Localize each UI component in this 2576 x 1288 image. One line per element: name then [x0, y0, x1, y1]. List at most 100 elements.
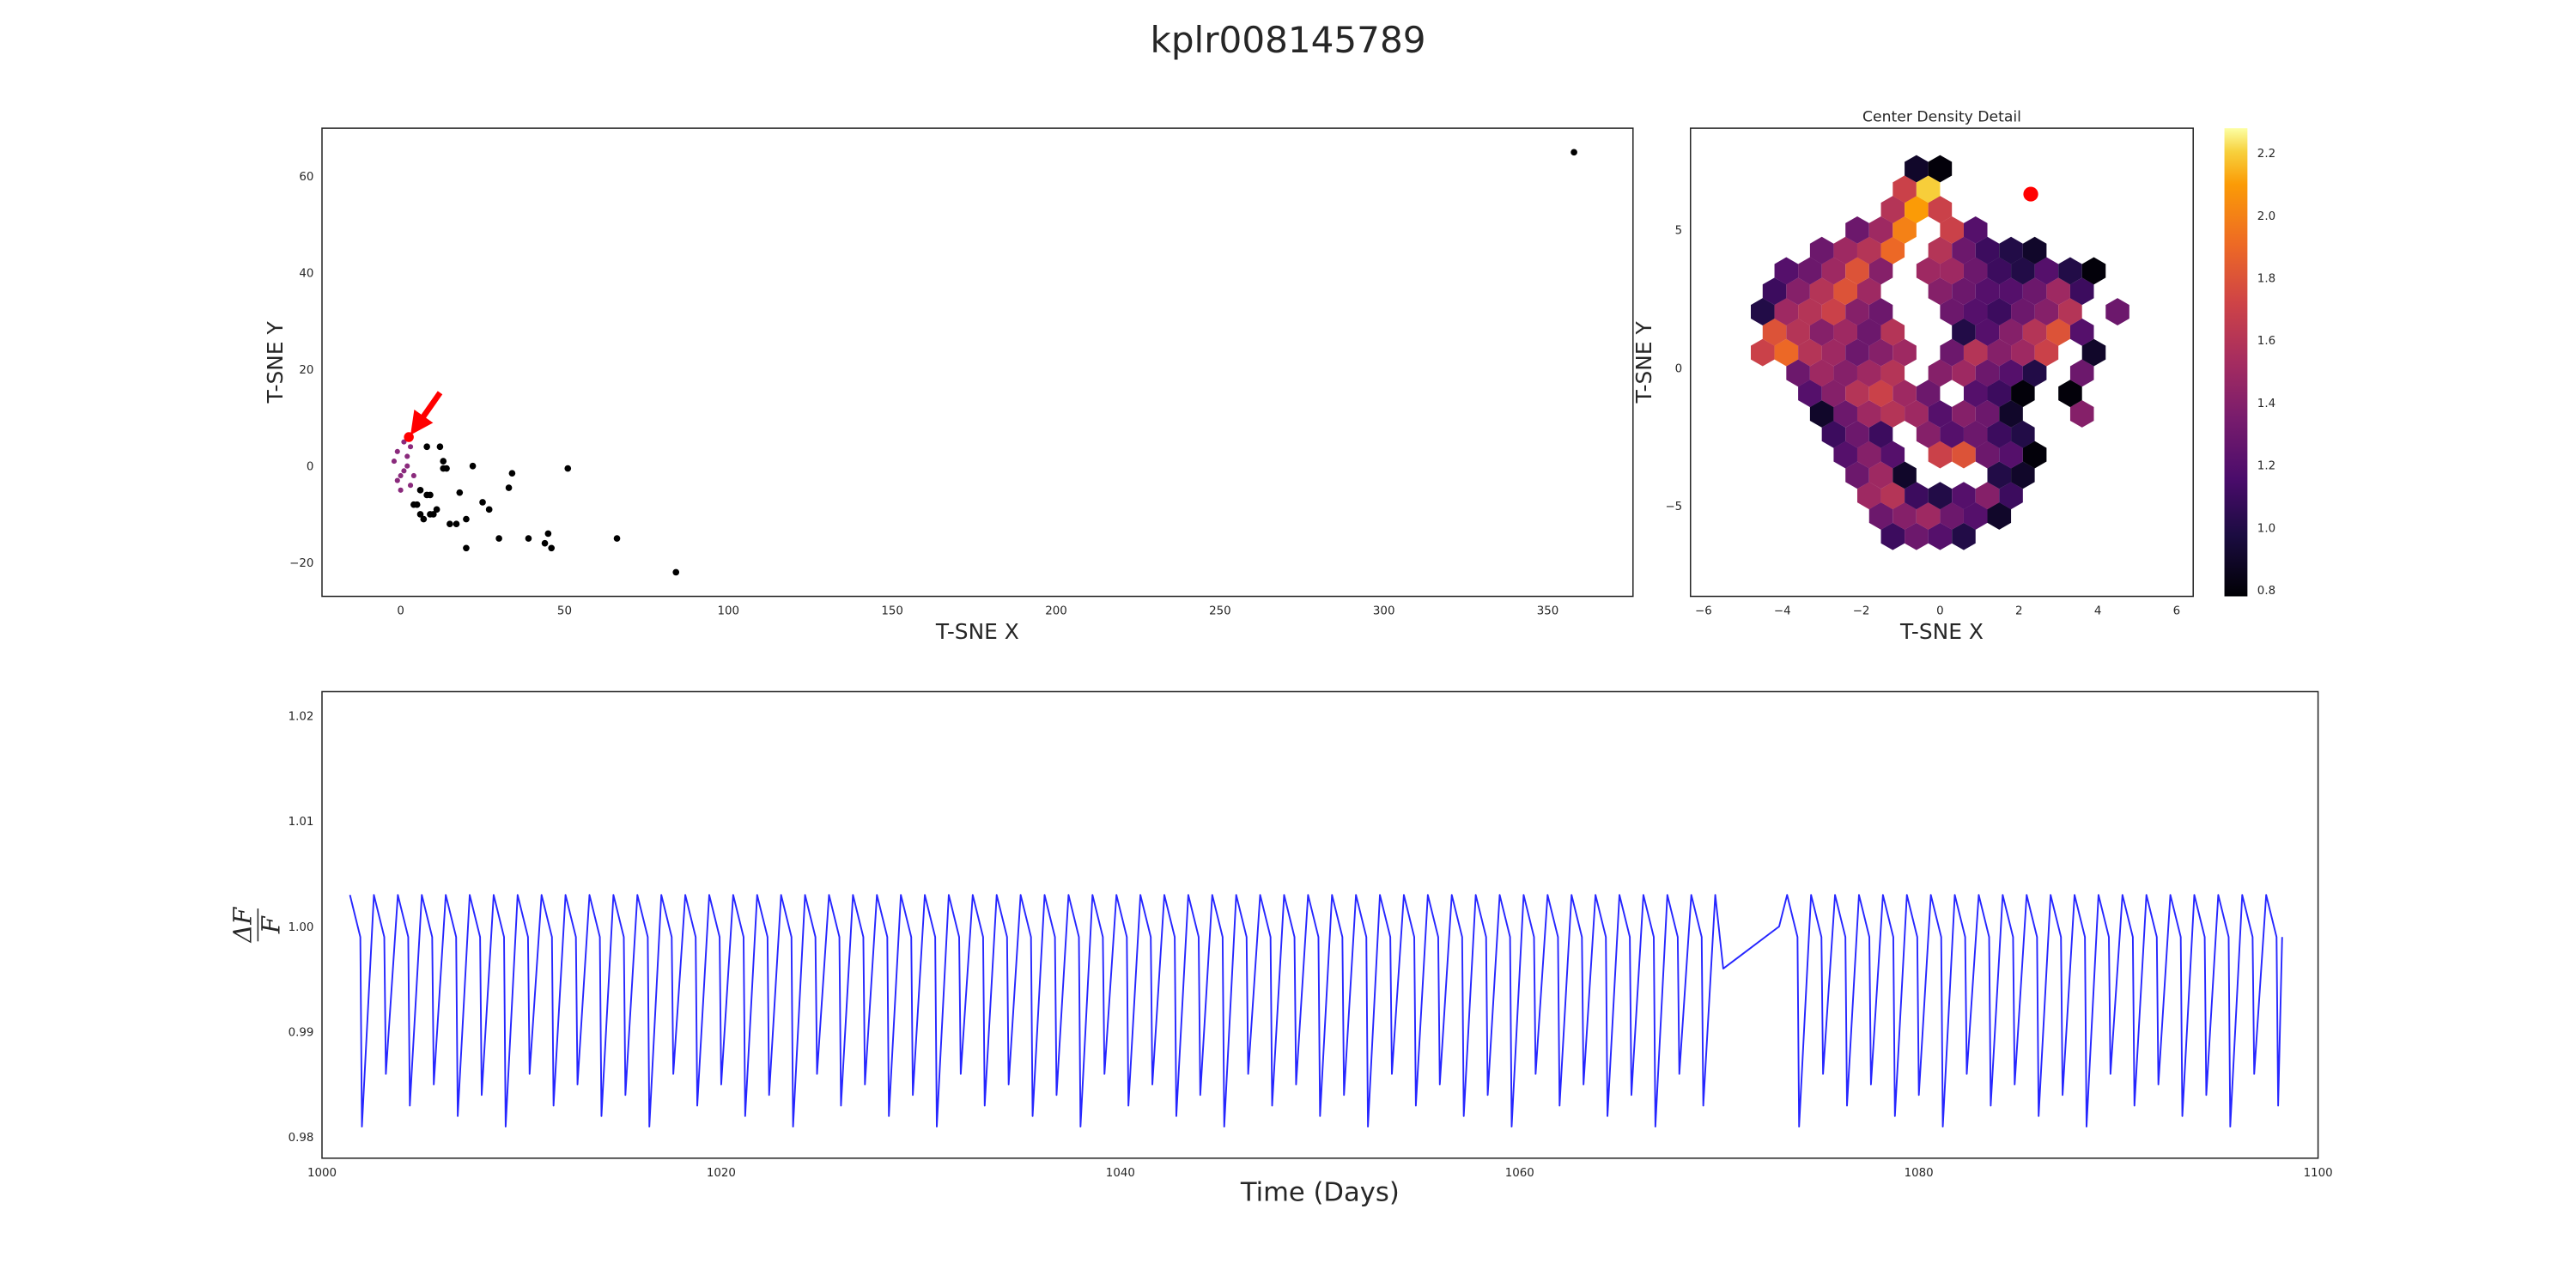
hex-cell	[1963, 502, 1988, 530]
hex-cell	[1868, 216, 1893, 244]
hex-cell	[1905, 482, 1929, 510]
hex-cell	[1987, 420, 2012, 448]
hex-cell	[1833, 236, 1857, 264]
plot-frame	[1689, 127, 2194, 598]
hex-cell	[1821, 420, 1846, 448]
scatter-point	[407, 444, 414, 450]
hex-cell	[2022, 359, 2047, 387]
hex-cell	[1893, 338, 1917, 367]
scatter-point	[394, 477, 400, 483]
x-tick-label: 6	[2173, 605, 2181, 618]
hex-cell	[1893, 175, 1917, 204]
x-tick-label: 2	[2015, 605, 2023, 618]
hex-cell	[1893, 502, 1917, 530]
hex-cell	[1845, 461, 1869, 489]
hex-cell	[1940, 298, 1964, 325]
hex-cell	[2011, 420, 2035, 448]
x-tick-label: 50	[557, 605, 572, 618]
hex-cell	[1845, 298, 1869, 325]
scatter-point	[401, 439, 407, 445]
hex-cell	[1928, 400, 1953, 428]
hex-cell	[1987, 298, 2012, 325]
highlight-arrow	[410, 391, 443, 435]
scatter-point	[508, 470, 516, 477]
scatter-point	[456, 489, 464, 496]
hex-cell	[1798, 338, 1822, 367]
hex-cell	[2034, 257, 2059, 285]
hex-cell	[2022, 277, 2047, 306]
hex-cell	[1809, 359, 1834, 387]
hex-cell	[2069, 400, 2094, 428]
x-axis-label: T-SNE X	[1899, 619, 1984, 644]
y-tick-label: −5	[1665, 501, 1682, 513]
hex-cell	[1987, 461, 2012, 489]
scatter-point	[404, 453, 410, 459]
hex-cell	[1833, 359, 1857, 387]
hex-cell	[2011, 338, 2035, 367]
hex-cell	[2011, 257, 2035, 285]
hex-cell	[1880, 196, 1905, 223]
y-tick-label: 1.02	[289, 710, 314, 723]
hex-cell	[1999, 359, 2023, 387]
hex-cell	[1928, 482, 1953, 510]
scatter-point	[613, 535, 621, 542]
hex-cell	[1940, 338, 1964, 367]
hex-cell	[1975, 277, 2000, 306]
hex-cell	[2058, 380, 2082, 408]
chart-title: Center Density Detail	[1862, 109, 2021, 126]
hex-cell	[1905, 196, 1929, 223]
hex-cell	[1868, 380, 1893, 408]
hex-cell	[2022, 236, 2047, 264]
scatter-point	[416, 511, 424, 518]
hex-cell	[1987, 338, 2012, 367]
colorbar-tick-label: 1.0	[2257, 522, 2275, 535]
hex-cell	[1975, 400, 2000, 428]
scatter-point	[447, 520, 453, 528]
hex-cell	[1798, 380, 1822, 408]
hex-cell	[1880, 522, 1905, 550]
hex-cell	[2034, 338, 2059, 367]
scatter-point	[463, 544, 470, 552]
hex-cell	[2011, 461, 2035, 489]
hex-cell	[1751, 338, 1775, 367]
hex-cell	[1868, 420, 1893, 448]
y-tick-label: 60	[299, 171, 313, 184]
scatter-point	[525, 535, 532, 542]
hex-cell	[1975, 359, 2000, 387]
hex-cell	[2058, 257, 2082, 285]
scatter-point	[564, 465, 572, 472]
colorbar-tick-label: 1.6	[2257, 335, 2275, 348]
hex-cell	[1940, 502, 1964, 530]
x-tick-label: 1000	[307, 1167, 337, 1180]
scatter-point	[485, 506, 493, 513]
hex-cell	[1963, 380, 1988, 408]
scatter-point	[423, 491, 430, 499]
y-tick-label: 1.00	[289, 921, 314, 934]
x-tick-label: 0	[397, 605, 404, 618]
colorbar-tick-label: 1.4	[2257, 398, 2275, 410]
hex-cell	[1856, 482, 1881, 510]
y-tick-label: 40	[299, 268, 313, 281]
scatter-point	[420, 515, 428, 523]
hex-cell	[1928, 196, 1953, 223]
scatter-point	[1571, 149, 1577, 156]
hex-cell	[1774, 298, 1799, 325]
scatter-point	[398, 472, 404, 479]
hex-cell	[1809, 318, 1834, 346]
hex-cell	[1880, 359, 1905, 387]
figure-title: kplr008145789	[1150, 19, 1425, 61]
highlight-point	[2023, 186, 2038, 202]
colorbar-tick-label: 1.8	[2257, 273, 2275, 286]
colorbar-tick-label: 2.0	[2257, 210, 2275, 223]
x-tick-label: 4	[2094, 605, 2102, 618]
hex-cell	[1880, 440, 1905, 469]
hex-cell	[1916, 420, 1941, 448]
x-tick-label: −2	[1853, 605, 1870, 618]
hex-cell	[1868, 461, 1893, 489]
hex-cell	[1821, 257, 1846, 285]
x-tick-label: 150	[881, 605, 903, 618]
y-axis-label: T-SNE Y	[263, 321, 288, 404]
hex-cell	[1833, 318, 1857, 346]
hex-cell	[2081, 257, 2106, 285]
hex-cell	[1774, 338, 1799, 367]
